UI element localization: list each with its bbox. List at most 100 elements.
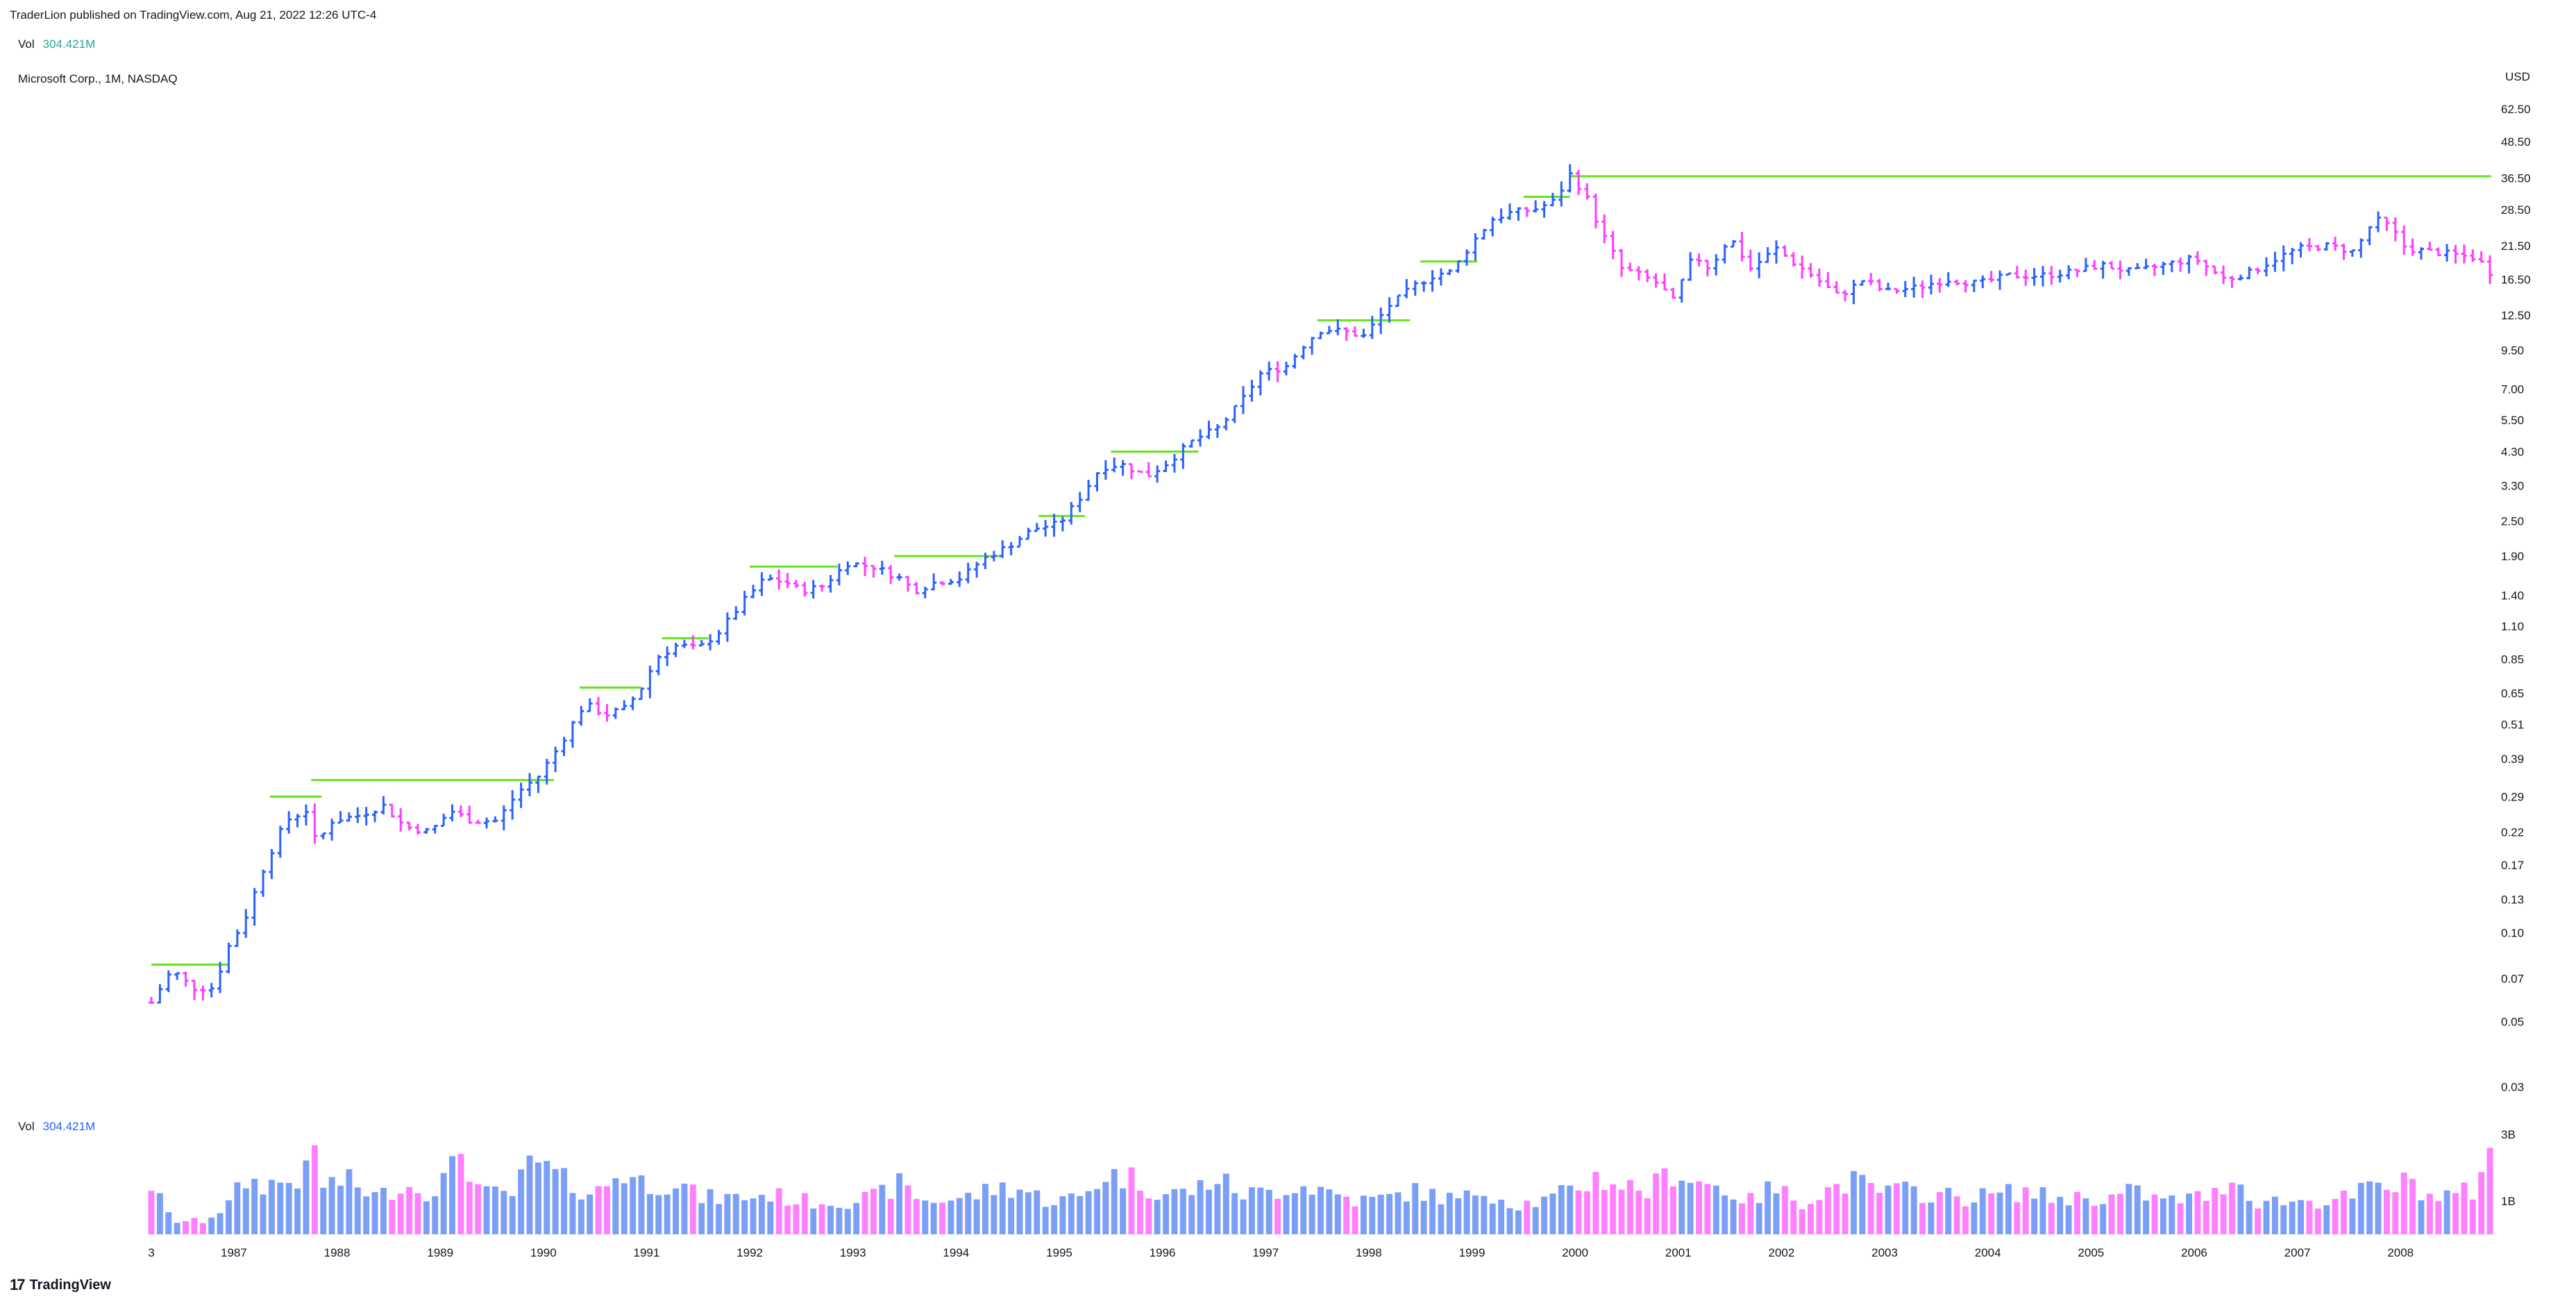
- volume-bar: [1395, 1192, 1401, 1234]
- volume-bar: [552, 1168, 559, 1234]
- volume-bar: [1481, 1195, 1488, 1234]
- volume-bar: [208, 1217, 215, 1234]
- volume-pane-label: Vol: [18, 1120, 35, 1133]
- time-tick-label: 1994: [943, 1246, 969, 1259]
- ohlc-bar: [1266, 361, 1272, 381]
- ohlc-bar: [810, 580, 816, 599]
- ohlc-bar: [1283, 361, 1289, 376]
- ohlc-bar: [217, 962, 224, 993]
- ohlc-bar: [2031, 268, 2037, 286]
- ohlc-bar: [974, 562, 980, 578]
- ohlc-bars: [148, 164, 2493, 1004]
- volume-bar: [1859, 1175, 1866, 1234]
- ohlc-bar: [2427, 242, 2433, 251]
- volume-bar: [2194, 1191, 2201, 1234]
- ohlc-bar: [260, 869, 267, 897]
- ohlc-bar: [1386, 297, 1392, 323]
- volume-bar: [518, 1169, 525, 1234]
- volume-bar: [2091, 1205, 2098, 1234]
- volume-bar: [767, 1201, 774, 1234]
- time-tick-label: 2006: [2181, 1246, 2207, 1259]
- volume-bar: [1352, 1206, 1358, 1234]
- ohlc-bar: [1507, 203, 1513, 220]
- price-tick-label: 0.05: [2501, 1015, 2524, 1028]
- price-axis[interactable]: 62.50 48.50 36.50 28.50 21.50 16.50 12.50 9.50 7…: [2501, 103, 2531, 1093]
- price-tick-label: 0.65: [2501, 687, 2524, 700]
- ohlc-bar: [612, 707, 618, 719]
- volume-bar: [1386, 1193, 1393, 1234]
- ohlc-bar: [329, 819, 335, 841]
- price-tick-label: 0.22: [2501, 825, 2524, 839]
- volume-bar: [2220, 1194, 2227, 1234]
- volume-bar: [2169, 1195, 2175, 1234]
- volume-bar: [1669, 1186, 1676, 1234]
- volume-bar: [2116, 1193, 2123, 1234]
- ohlc-bar: [294, 814, 301, 828]
- ohlc-bar: [2091, 260, 2098, 270]
- volume-bar: [1051, 1205, 1058, 1234]
- volume-bar: [2443, 1190, 2450, 1234]
- ohlc-bar: [2315, 245, 2321, 251]
- volume-bar: [1300, 1186, 1307, 1234]
- ohlc-bar: [346, 812, 352, 822]
- time-tick-label: 1996: [1150, 1246, 1176, 1259]
- ohlc-bar: [1464, 249, 1470, 266]
- volume-bar: [1498, 1200, 1505, 1234]
- volume-bar: [784, 1205, 791, 1234]
- volume-bar: [285, 1182, 292, 1234]
- volume-bar: [423, 1201, 430, 1234]
- volume-bar: [879, 1184, 886, 1234]
- volume-bar: [1618, 1189, 1625, 1234]
- volume-bar: [1567, 1185, 1574, 1234]
- volume-bar: [930, 1202, 937, 1234]
- ohlc-bar: [716, 630, 722, 645]
- volume-bar: [1429, 1189, 1436, 1234]
- ohlc-bar: [1541, 201, 1547, 218]
- ohlc-bar: [1825, 271, 1831, 288]
- volume-bar: [1334, 1194, 1341, 1234]
- ohlc-bar: [1025, 528, 1032, 540]
- ohlc-bar: [578, 705, 584, 726]
- ohlc-bar: [1627, 262, 1633, 271]
- ohlc-bar: [1455, 260, 1461, 274]
- ohlc-bar: [698, 639, 705, 647]
- volume-bar: [260, 1194, 267, 1234]
- volume-bar: [698, 1202, 705, 1234]
- volume-bar: [1403, 1201, 1410, 1234]
- volume-bar: [1360, 1195, 1367, 1234]
- volume-bar: [844, 1209, 851, 1234]
- volume-bar: [870, 1189, 877, 1234]
- ohlc-bar: [1257, 370, 1263, 396]
- volume-bar: [1231, 1193, 1238, 1234]
- time-axis[interactable]: 3 1987 1988 1989 1990 1991 1992 1993 1994 1995 199…: [148, 1246, 2414, 1259]
- publish-text: TraderLion published on TradingView.com,…: [10, 8, 377, 22]
- ohlc-bar: [1335, 319, 1341, 335]
- price-tick-label: 4.30: [2501, 445, 2524, 458]
- ohlc-bar: [1197, 429, 1204, 447]
- ohlc-bar: [1954, 279, 1960, 285]
- price-tick-label: 0.10: [2501, 927, 2524, 940]
- volume-bar: [724, 1193, 731, 1234]
- ohlc-bar: [2358, 238, 2364, 258]
- ohlc-bar: [1318, 331, 1324, 339]
- ohlc-bar: [1782, 245, 1788, 257]
- volume-bar: [1145, 1198, 1152, 1234]
- volume-bar: [2237, 1184, 2244, 1234]
- ohlc-bar: [1309, 337, 1315, 355]
- volume-bar: [268, 1180, 275, 1234]
- volume-bar: [1136, 1191, 1143, 1234]
- ohlc-bar: [174, 972, 180, 980]
- ohlc-bar: [655, 655, 662, 675]
- volume-bar: [1928, 1202, 1935, 1234]
- tradingview-logo[interactable]: 17 TradingView: [10, 1276, 111, 1294]
- ohlc-bar: [647, 665, 653, 698]
- ohlc-bar: [759, 572, 765, 596]
- volume-bar: [1893, 1183, 1900, 1234]
- volume-bar: [183, 1220, 190, 1234]
- ohlc-bar: [784, 573, 791, 588]
- ohlc-bar: [2169, 260, 2175, 273]
- volume-bar: [380, 1187, 387, 1234]
- ohlc-bar: [277, 825, 283, 858]
- volume-bar: [1696, 1181, 1702, 1234]
